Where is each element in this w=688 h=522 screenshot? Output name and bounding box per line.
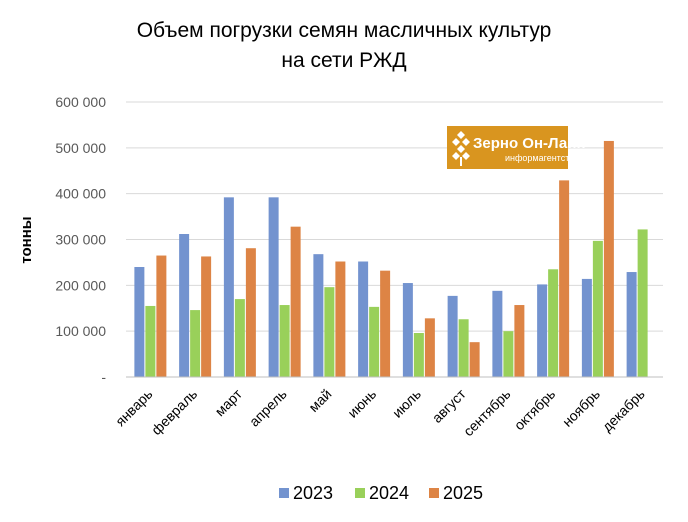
bar-2024-март: [234, 299, 245, 377]
bar-2024-июнь: [369, 306, 380, 377]
bar-2023-март: [223, 197, 234, 377]
bar-2025-июль: [424, 318, 435, 377]
chart-title-line-2: на сети РЖД: [281, 49, 406, 72]
legend-label: 2023: [293, 483, 333, 503]
x-tick-label: август: [429, 385, 469, 425]
bar-2025-май: [335, 261, 346, 377]
chart-title: Объем погрузки семян масличных культур н…: [137, 19, 552, 72]
bar-2023-январь: [134, 267, 145, 377]
legend-swatch: [279, 488, 289, 498]
logo-name: Зерно Он-Лайн: [473, 135, 586, 152]
x-tick-label: октябрь: [511, 386, 558, 433]
chart-title-line-1: Объем погрузки семян масличных культур: [137, 19, 552, 42]
x-tick-label: июнь: [344, 386, 379, 421]
bar-2023-февраль: [179, 234, 190, 377]
bar-2023-август: [447, 295, 458, 377]
x-tick-label: март: [212, 385, 246, 419]
bar-2024-январь: [145, 305, 156, 377]
logo-subtitle: информагентство: [505, 153, 579, 163]
zerno-online-logo: Зерно Он-Лайн информагентство: [447, 126, 586, 169]
bar-2023-апрель: [268, 197, 279, 377]
y-tick-label: 100 000: [55, 323, 106, 339]
bar-2025-август: [469, 342, 480, 377]
x-tick-label: июль: [389, 386, 424, 421]
gridlines: [126, 101, 663, 332]
x-tick-label: ноябрь: [559, 386, 603, 430]
bar-2024-май: [324, 287, 335, 377]
x-tick-label: май: [305, 386, 334, 415]
legend-swatch: [355, 488, 365, 498]
legend-item-2023: 2023: [279, 483, 333, 503]
bars: [134, 140, 648, 377]
bar-2025-январь: [156, 255, 167, 377]
y-tick-label: 300 000: [55, 232, 106, 248]
x-tick-label: декабрь: [599, 386, 648, 435]
x-tick-label: январь: [112, 386, 155, 429]
bar-2024-ноябрь: [592, 240, 603, 377]
y-tick-label: 600 000: [55, 94, 106, 110]
bar-2024-февраль: [190, 310, 201, 377]
y-tick-label: -: [101, 369, 106, 385]
legend-item-2024: 2024: [355, 483, 409, 503]
wheat-ear-icon: [452, 131, 470, 166]
bar-2024-июль: [413, 333, 424, 377]
logo-background: [447, 126, 568, 169]
bar-2024-октябрь: [548, 269, 559, 377]
bar-2025-март: [245, 248, 256, 377]
legend-label: 2025: [443, 483, 483, 503]
legend: 2023 2024 2025: [279, 483, 483, 503]
bar-2025-ноябрь: [603, 140, 614, 377]
bar-2025-февраль: [201, 256, 212, 377]
x-tick-label: сентябрь: [460, 386, 513, 439]
bar-2024-август: [458, 319, 469, 377]
bar-2025-октябрь: [559, 180, 570, 377]
bar-2023-ноябрь: [581, 278, 592, 377]
legend-item-2025: 2025: [429, 483, 483, 503]
bar-2023-декабрь: [626, 272, 637, 377]
x-tick-label: апрель: [246, 386, 290, 430]
x-tick-label: февраль: [148, 386, 200, 438]
bar-2023-май: [313, 254, 324, 377]
bar-2023-сентябрь: [492, 290, 503, 377]
bar-2023-октябрь: [537, 284, 548, 377]
y-tick-label: 400 000: [55, 186, 106, 202]
bar-2025-апрель: [290, 226, 301, 377]
bar-2023-июль: [402, 283, 413, 377]
legend-label: 2024: [369, 483, 409, 503]
y-axis-label: тонны: [18, 216, 35, 263]
bar-2025-июнь: [380, 270, 391, 377]
y-tick-label: 200 000: [55, 277, 106, 293]
y-tick-label: 500 000: [55, 140, 106, 156]
y-axis-ticks: - 100 000 200 000 300 000 400 000 500 000 600 …: [55, 94, 106, 385]
bar-2024-апрель: [279, 305, 290, 377]
bar-2024-декабрь: [637, 229, 648, 377]
legend-swatch: [429, 488, 439, 498]
bar-2023-июнь: [358, 261, 369, 377]
bar-2024-сентябрь: [503, 331, 514, 377]
bar-2025-сентябрь: [514, 305, 525, 377]
